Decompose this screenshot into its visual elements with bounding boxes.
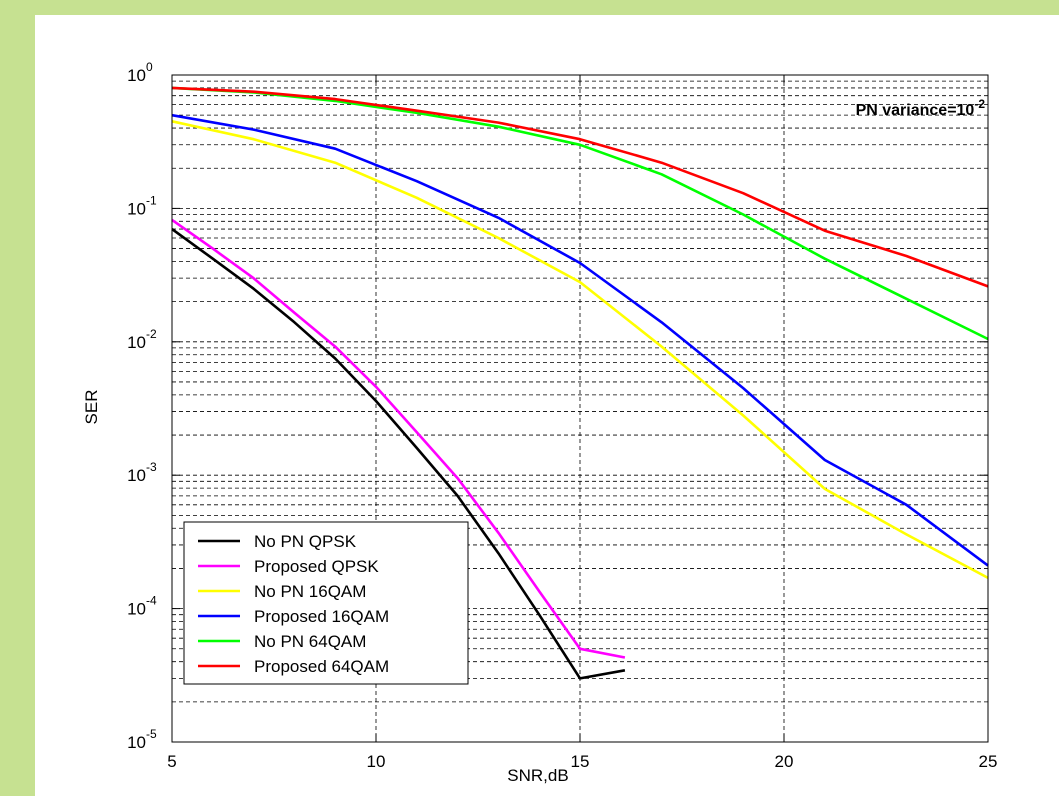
series-line-no-pn-16qam xyxy=(171,120,989,580)
axis-ticks xyxy=(171,74,989,743)
legend-label: No PN 64QAM xyxy=(254,632,366,651)
legend: No PN QPSK Proposed QPSK No PN 16QAM Propos… xyxy=(183,521,469,685)
y-tick-exponent: 0 xyxy=(146,60,153,74)
y-tick-label: 10 xyxy=(127,66,146,85)
x-tick-label: 10 xyxy=(367,752,386,771)
x-tick-labels: 5 10 15 20 25 xyxy=(167,752,997,771)
legend-label: Proposed 64QAM xyxy=(254,657,389,676)
legend-label: No PN 16QAM xyxy=(254,582,366,601)
series-line-proposed-64qam xyxy=(171,86,989,288)
y-tick-exponent: -3 xyxy=(146,460,157,474)
y-tick-exponent: -5 xyxy=(146,727,157,741)
x-tick-label: 25 xyxy=(979,752,998,771)
x-tick-label: 5 xyxy=(167,752,176,771)
legend-label: Proposed 16QAM xyxy=(254,607,389,626)
y-tick-label: 10 xyxy=(127,733,146,752)
y-tick-exponent: -4 xyxy=(146,594,157,608)
pn-variance-annotation: PN variance=10-2 xyxy=(856,97,986,119)
x-tick-label: 15 xyxy=(571,752,590,771)
x-tick-label: 20 xyxy=(775,752,794,771)
chart-panel: 5 10 15 20 25 10 0 10 -1 10 -2 10 -3 10 -4 10 -5 SNR,dB… xyxy=(35,15,1059,796)
x-axis-label: SNR,dB xyxy=(507,766,568,785)
series-line-proposed-qpsk xyxy=(171,218,626,659)
y-tick-label: 10 xyxy=(127,466,146,485)
y-axis-label: SER xyxy=(82,390,101,425)
y-tick-exponent: -2 xyxy=(146,327,157,341)
y-tick-label: 10 xyxy=(127,600,146,619)
y-tick-label: 10 xyxy=(127,199,146,218)
series-line-no-pn-64qam xyxy=(171,86,989,341)
series-line-no-pn-qpsk xyxy=(171,228,626,680)
y-tick-label: 10 xyxy=(127,333,146,352)
legend-box xyxy=(183,521,469,685)
y-tick-exponent: -1 xyxy=(146,193,157,207)
legend-label: Proposed QPSK xyxy=(254,557,379,576)
series-line-proposed-16qam xyxy=(171,113,989,567)
legend-label: No PN QPSK xyxy=(254,532,357,551)
series-lines xyxy=(171,86,989,680)
